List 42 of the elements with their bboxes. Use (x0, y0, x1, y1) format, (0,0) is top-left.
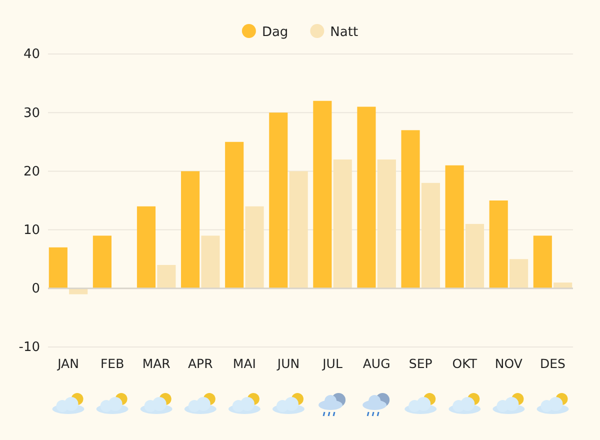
bar (157, 264, 176, 288)
legend-label: Dag (262, 25, 288, 40)
bar (533, 236, 552, 288)
bar (245, 206, 264, 288)
x-tick-label: OKT (452, 356, 478, 371)
x-tick-label: MAR (142, 356, 171, 371)
x-tick-label: JUL (322, 356, 342, 371)
y-tick-label: -10 (18, 340, 40, 356)
x-tick-label: JUN (276, 356, 300, 371)
legend-label: Natt (330, 25, 358, 40)
bar (421, 182, 440, 288)
bar (377, 159, 396, 288)
x-tick-label: DES (540, 356, 566, 371)
x-tick-label: SEP (408, 356, 433, 371)
bar (225, 142, 244, 288)
y-tick-label: 30 (23, 106, 40, 121)
x-tick-label: FEB (100, 356, 124, 371)
bar (48, 247, 68, 288)
y-tick-label: 0 (32, 282, 40, 297)
bar (510, 259, 528, 288)
x-tick-label: JAN (56, 356, 79, 371)
bar (401, 130, 420, 288)
bar (136, 206, 156, 288)
bar (181, 171, 200, 288)
bar (289, 171, 308, 288)
bar (92, 236, 112, 288)
y-tick-label: 40 (23, 47, 40, 62)
bar (357, 106, 376, 288)
x-tick-label: NOV (494, 356, 523, 371)
bar (445, 165, 464, 288)
x-tick-label: APR (188, 356, 214, 371)
bar (333, 159, 352, 288)
bar (489, 200, 508, 288)
x-tick-label: MAI (232, 356, 256, 371)
bar (269, 112, 288, 288)
y-tick-label: 10 (23, 222, 40, 238)
x-tick-label: AUG (362, 356, 390, 371)
bar (465, 224, 484, 288)
bar (313, 100, 332, 288)
bar (201, 236, 220, 288)
y-tick-label: 20 (23, 164, 40, 180)
bar (69, 288, 88, 294)
